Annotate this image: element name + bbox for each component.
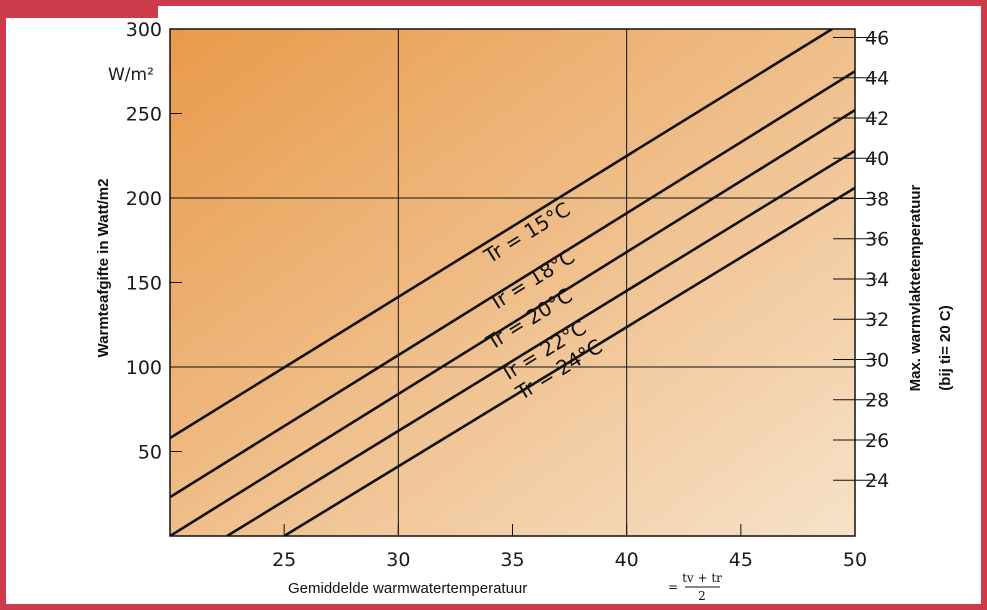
right-tick-label: 34	[865, 269, 889, 291]
right-tick-label: 24	[865, 470, 889, 492]
right-tick-label: 46	[865, 27, 889, 49]
x-tick-label: 40	[615, 549, 639, 571]
right-axis-note: (bij ti= 20 C)	[937, 305, 954, 390]
x-tick-label: 25	[272, 549, 296, 571]
right-tick-label: 42	[865, 108, 889, 130]
right-axis-ticks: 24 26 28 30 32 34 36 38 40 42 44 46	[833, 27, 889, 492]
frame-corner	[0, 0, 158, 18]
x-tick-label: 35	[500, 549, 524, 571]
right-tick-label: 36	[865, 229, 889, 251]
x-formula-numerator: tv + tr	[682, 571, 722, 585]
right-tick-label: 44	[865, 68, 889, 90]
series-line-4	[226, 149, 855, 536]
right-axis-title: Max. warmvlaktetemperatuur	[907, 184, 924, 391]
right-tick-label: 32	[865, 309, 889, 331]
series-lines	[170, 29, 855, 536]
x-formula-denominator: 2	[698, 589, 706, 603]
x-tick-label: 30	[386, 549, 410, 571]
y-tick-label: 300	[126, 19, 162, 41]
x-formula-equals: =	[668, 580, 678, 594]
right-tick-label: 30	[865, 349, 889, 371]
series-line-1	[170, 29, 833, 440]
y-tick-label: 100	[126, 357, 162, 379]
y-tick-label: 250	[126, 104, 162, 126]
x-axis-ticks: 25 30 35 40 45 50	[272, 524, 867, 571]
x-tick-label: 50	[843, 549, 867, 571]
series-line-5	[283, 186, 855, 536]
right-tick-label: 28	[865, 390, 889, 412]
plot-area	[169, 28, 856, 537]
y-tick-label: 50	[138, 442, 162, 464]
right-tick-label: 38	[865, 188, 889, 210]
right-tick-label: 26	[865, 430, 889, 452]
x-axis-title: Gemiddelde warmwatertemperatuur	[288, 580, 527, 597]
series-line-2	[170, 70, 855, 499]
x-tick-label: 45	[729, 549, 753, 571]
y-axis-ticks: 50 100 150 200 250 300	[126, 19, 182, 464]
right-tick-label: 40	[865, 148, 889, 170]
y-tick-label: 200	[126, 188, 162, 210]
y-tick-label: 150	[126, 273, 162, 295]
series-line-3	[170, 109, 855, 536]
y-axis-title: Warmteafgifte in Watt/m2	[95, 179, 112, 358]
y-unit-label: W/m²	[108, 65, 154, 85]
